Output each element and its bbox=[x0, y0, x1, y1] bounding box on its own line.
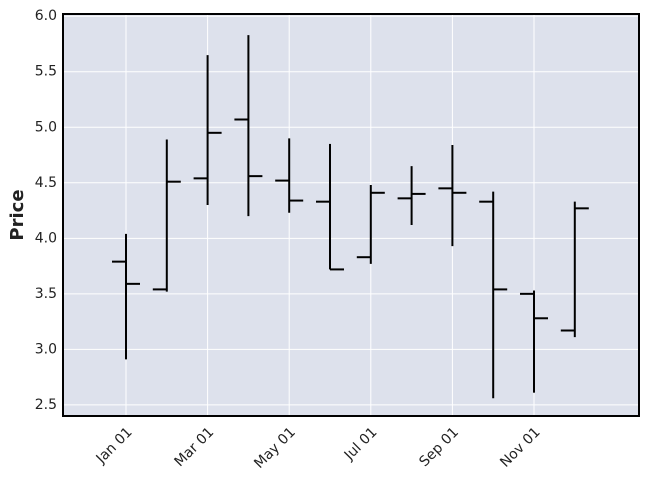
y-tick-label: 6.0 bbox=[35, 8, 57, 24]
y-tick-label: 4.0 bbox=[35, 230, 57, 246]
y-tick-label: 5.0 bbox=[35, 119, 57, 135]
x-tick-label: Mar 01 bbox=[172, 424, 218, 470]
x-tick-label: Jul 01 bbox=[341, 424, 381, 464]
x-tick-label: Sep 01 bbox=[416, 424, 462, 470]
x-tick-label: Jan 01 bbox=[93, 424, 136, 467]
y-tick-label: 3.5 bbox=[35, 286, 57, 302]
y-tick-label: 5.5 bbox=[35, 64, 57, 80]
plot-area bbox=[63, 14, 639, 416]
x-tick-label: Nov 01 bbox=[497, 424, 543, 470]
y-tick-label: 4.5 bbox=[35, 175, 57, 191]
y-axis-label: Price bbox=[7, 189, 28, 240]
y-tick-label: 2.5 bbox=[35, 397, 57, 413]
y-tick-label: 3.0 bbox=[35, 341, 57, 357]
x-tick-label: May 01 bbox=[251, 424, 299, 472]
plot-frame bbox=[62, 13, 640, 417]
